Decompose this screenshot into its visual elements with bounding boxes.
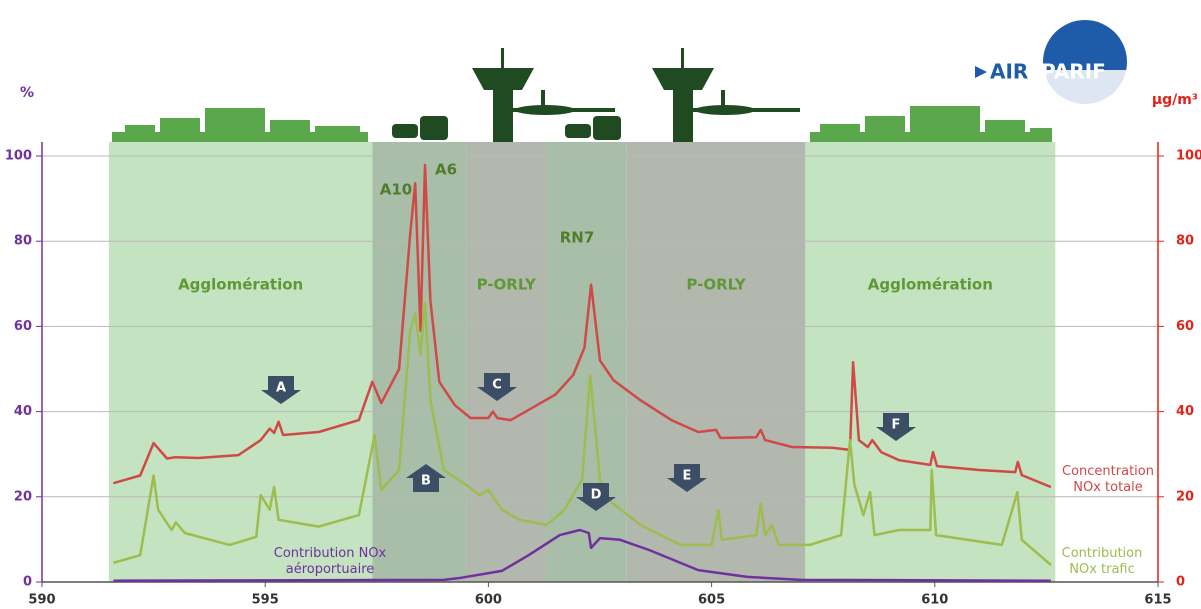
y2-tick-label: 20 [1176, 489, 1194, 504]
zone-label: Agglomération [178, 276, 303, 294]
y-tick-label: 0 [23, 575, 32, 590]
annotation: A6 [435, 161, 457, 179]
annotation: D [591, 488, 602, 503]
annotation: B [421, 474, 431, 489]
y2-tick-label: 80 [1176, 234, 1194, 249]
y-tick-label: 20 [14, 489, 32, 504]
series-label: Concentration NOx totale [1062, 464, 1154, 495]
x-tick-label: 590 [28, 593, 55, 608]
zone-label: P-ORLY [686, 276, 746, 294]
y2-tick-label: 60 [1176, 319, 1194, 334]
y2-tick-label: 100 [1176, 149, 1201, 164]
zone [626, 142, 806, 582]
x-tick-label: 615 [1144, 593, 1171, 608]
series-line [113, 163, 1052, 489]
x-tick-label: 595 [252, 593, 279, 608]
annotation: A [276, 381, 286, 396]
y2-tick-label: 0 [1176, 575, 1185, 590]
annotation: A10 [380, 181, 412, 199]
x-tick-label: 605 [698, 593, 725, 608]
x-tick-label: 600 [475, 593, 502, 608]
logo: AIR PARIF [975, 20, 1127, 112]
arrow [406, 464, 446, 492]
arrow [576, 483, 616, 511]
airport-icons [392, 48, 800, 142]
y-tick-label: 100 [5, 149, 32, 164]
y-tick-label: 60 [14, 319, 32, 334]
annotation: F [892, 418, 901, 433]
y2-tick-label: 40 [1176, 404, 1194, 419]
skyline [112, 106, 1052, 142]
series-line [113, 301, 1052, 566]
annotation: E [683, 469, 692, 484]
arrow [667, 464, 707, 492]
zone-label: P-ORLY [477, 276, 537, 294]
zone [546, 142, 627, 582]
y-tick-label: 40 [14, 404, 32, 419]
annotation: RN7 [560, 229, 595, 247]
zone [108, 142, 373, 582]
zone [466, 142, 547, 582]
series-label: Contribution NOx aéroportuaire [273, 546, 387, 577]
zone-label: Agglomération [868, 276, 993, 294]
series-label: Contribution NOx trafic [1061, 546, 1143, 577]
y-tick-label: 80 [14, 234, 32, 249]
logo-right: PARIF [1041, 60, 1106, 84]
x-tick-label: 610 [921, 593, 948, 608]
arrow [876, 413, 916, 441]
zone [372, 142, 467, 582]
arrow [261, 376, 301, 404]
series-line [113, 528, 1051, 582]
logo-left: AIR [990, 60, 1028, 84]
y-axis-label: % [20, 85, 34, 101]
arrow [477, 373, 517, 401]
zones [108, 142, 1056, 582]
y2-axis-label: µg/m³ [1152, 92, 1198, 108]
annotation: C [492, 378, 502, 393]
